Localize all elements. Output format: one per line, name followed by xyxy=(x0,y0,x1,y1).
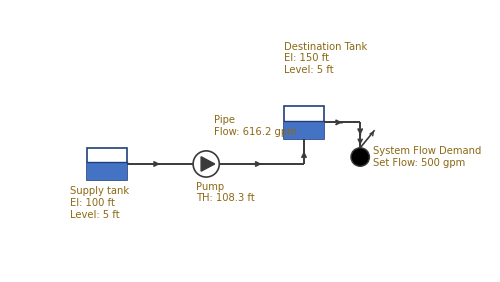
Circle shape xyxy=(193,151,220,177)
Bar xyxy=(284,121,324,138)
Text: System Flow Demand
Set Flow: 500 gpm: System Flow Demand Set Flow: 500 gpm xyxy=(374,146,482,168)
Bar xyxy=(284,106,324,138)
Text: Pipe
Flow: 616.2 gpm: Pipe Flow: 616.2 gpm xyxy=(214,115,296,137)
Bar xyxy=(87,148,127,180)
Text: Pump
TH: 108.3 ft: Pump TH: 108.3 ft xyxy=(196,182,255,203)
Bar xyxy=(87,162,127,180)
Text: Destination Tank
El: 150 ft
Level: 5 ft: Destination Tank El: 150 ft Level: 5 ft xyxy=(284,41,367,75)
Circle shape xyxy=(351,148,370,166)
Text: Supply tank
El: 100 ft
Level: 5 ft: Supply tank El: 100 ft Level: 5 ft xyxy=(70,186,129,219)
Polygon shape xyxy=(201,157,214,171)
